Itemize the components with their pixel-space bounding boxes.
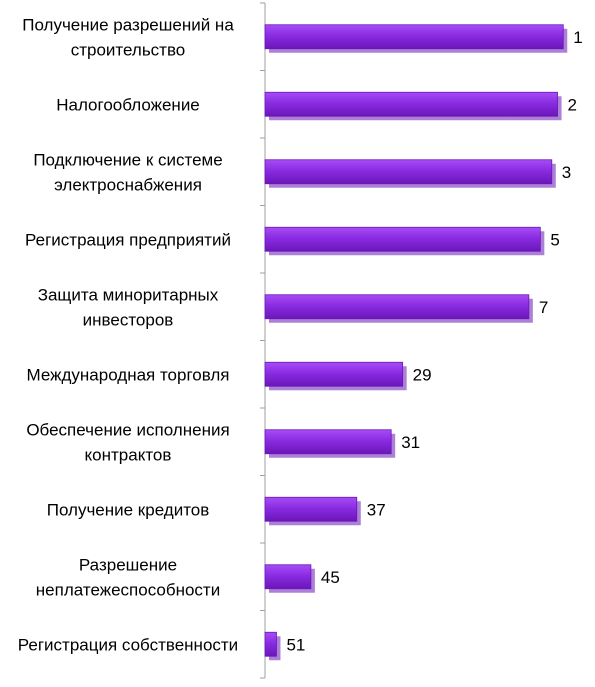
- bar: [264, 24, 564, 50]
- data-label: 3: [562, 163, 571, 182]
- bar: [264, 361, 404, 387]
- category-label: Защита миноритарных инвесторов: [38, 285, 219, 329]
- bar: [264, 564, 312, 590]
- category-label-line: Защита миноритарных: [38, 285, 219, 304]
- bar: [264, 496, 358, 522]
- category-label-line: контрактов: [85, 445, 172, 464]
- category-label-line: неплатежеспособности: [36, 580, 220, 599]
- category-label: Получение кредитов: [47, 500, 210, 519]
- data-label: 1: [573, 28, 582, 47]
- category-label-line: инвесторов: [83, 310, 174, 329]
- category-label-line: Подключение к системе: [33, 150, 222, 169]
- category-label-line: Получение кредитов: [47, 500, 210, 519]
- data-label: 2: [568, 95, 577, 114]
- category-label-line: Регистрация собственности: [18, 635, 238, 654]
- data-label: 45: [321, 568, 340, 587]
- bar: [264, 159, 553, 185]
- data-label: 31: [401, 433, 420, 452]
- data-labels: 1 2 3 5 7 29 31 37 45 51: [286, 28, 582, 655]
- data-label: 5: [550, 230, 559, 249]
- category-label-line: Регистрация предприятий: [25, 230, 231, 249]
- category-label: Международная торговля: [26, 365, 229, 384]
- category-label-line: строительство: [71, 40, 186, 59]
- category-label-line: электроснабжения: [54, 175, 202, 194]
- data-label: 29: [413, 365, 432, 384]
- category-labels: Получение разрешений на строительство Нало…: [18, 15, 238, 654]
- bar: [264, 91, 558, 117]
- bar: [264, 226, 541, 252]
- data-label: 51: [286, 635, 305, 654]
- category-label-line: Обеспечение исполнения: [26, 420, 229, 439]
- category-label-line: Налогообложение: [56, 95, 200, 114]
- category-label: Регистрация предприятий: [25, 230, 231, 249]
- bar: [264, 294, 530, 320]
- category-label: Регистрация собственности: [18, 635, 238, 654]
- category-label-line: Международная торговля: [26, 365, 229, 384]
- data-label: 7: [539, 298, 548, 317]
- category-label: Подключение к системе электроснабжения: [33, 150, 222, 194]
- bar: [264, 631, 277, 657]
- bars: [264, 24, 568, 661]
- category-label: Обеспечение исполнения контрактов: [26, 420, 229, 464]
- category-label-line: Разрешение: [79, 555, 177, 574]
- bar: [264, 429, 392, 455]
- data-label: 37: [367, 500, 386, 519]
- category-label: Разрешение неплатежеспособности: [36, 555, 220, 599]
- category-label-line: Получение разрешений на: [22, 15, 234, 34]
- category-label: Налогообложение: [56, 95, 200, 114]
- axis-layer: [260, 2, 266, 679]
- category-label: Получение разрешений на строительство: [22, 15, 234, 59]
